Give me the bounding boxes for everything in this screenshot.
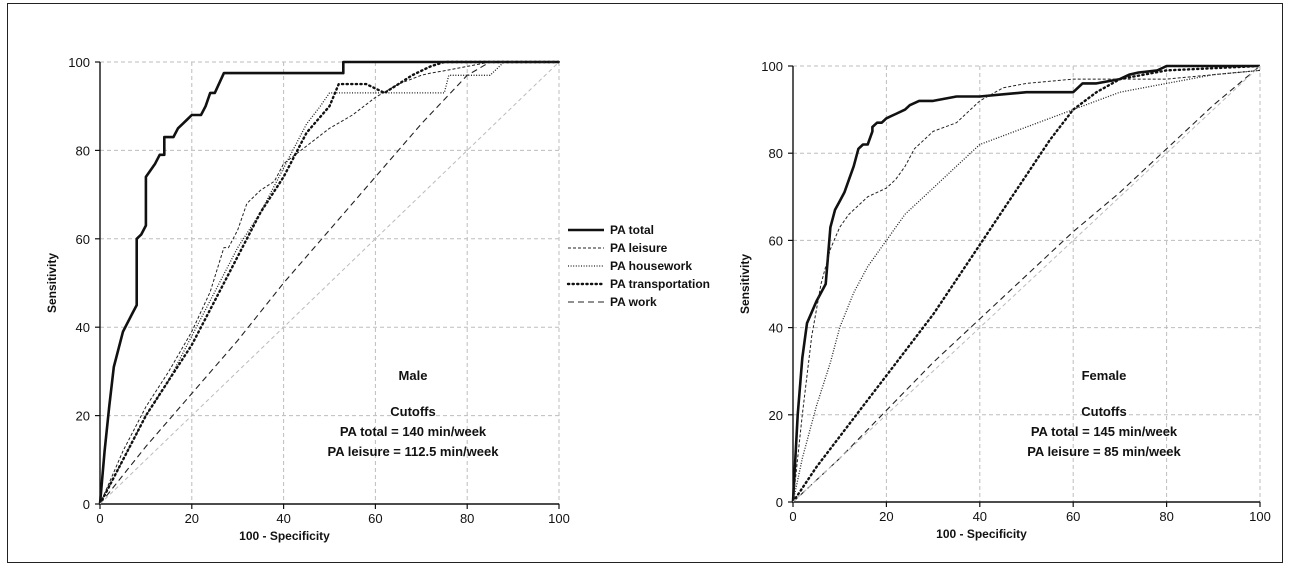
annotation-title: Female (1082, 368, 1127, 383)
x-tick-label: 100 (548, 511, 570, 526)
x-tick-label: 20 (879, 509, 893, 524)
series-line-housework (99, 61, 559, 505)
series-line-work (99, 61, 559, 505)
y-tick-label: 0 (83, 497, 90, 512)
annotation-cutoff-leisure: PA leisure = 85 min/week (1027, 444, 1181, 459)
series-line-total (791, 64, 1260, 503)
series-line-reference (99, 61, 560, 505)
annotation-cutoff-leisure: PA leisure = 112.5 min/week (328, 444, 500, 459)
series-line-work (792, 65, 1261, 503)
legend-label-total: PA total (610, 223, 654, 237)
x-tick-label: 60 (368, 511, 382, 526)
x-tick-label: 20 (185, 511, 199, 526)
legend-label-work: PA work (610, 295, 657, 309)
y-tick-label: 80 (76, 143, 90, 158)
y-tick-label: 100 (68, 55, 90, 70)
y-tick-label: 20 (76, 409, 90, 424)
y-tick-label: 20 (769, 408, 783, 423)
x-tick-label: 0 (96, 511, 103, 526)
annotation-cutoff-total: PA total = 140 min/week (340, 424, 487, 439)
legend-label-housework: PA housework (610, 259, 692, 273)
y-tick-label: 40 (769, 321, 783, 336)
series-line-leisure (99, 61, 559, 505)
legend: PA total PA leisure PA housework PA transpo… (566, 223, 710, 309)
y-tick-label: 0 (776, 495, 783, 510)
series-line-transport (98, 60, 561, 506)
x-tick-label: 60 (1066, 509, 1080, 524)
figure-frame (7, 3, 1283, 563)
y-tick-label: 40 (76, 320, 90, 335)
x-tick-label: 80 (1159, 509, 1173, 524)
annotation-title: Male (399, 368, 428, 383)
series-line-total (98, 60, 559, 505)
y-tick-label: 80 (769, 146, 783, 161)
x-tick-label: 80 (460, 511, 474, 526)
chart-panel-female: 0 20 40 60 80 100 0 20 40 60 80 100 100 - Specificit… (738, 59, 1271, 541)
chart-panel-male: 0 20 40 60 80 100 0 20 40 60 80 100 100 - Specificit… (45, 55, 570, 543)
y-tick-label: 100 (761, 59, 783, 74)
x-tick-label: 100 (1249, 509, 1271, 524)
y-axis-title: Sensitivity (45, 253, 59, 313)
series-line-housework (792, 69, 1261, 503)
annotation-cutoff-total: PA total = 145 min/week (1031, 424, 1178, 439)
legend-label-leisure: PA leisure (610, 241, 668, 255)
x-axis-title: 100 - Specificity (936, 527, 1027, 541)
legend-label-transport: PA transportation (610, 277, 710, 291)
series-line-leisure (792, 69, 1261, 503)
annotation-cutoffs-heading: Cutoffs (390, 404, 436, 419)
series-line-reference (792, 65, 1261, 503)
x-tick-label: 0 (789, 509, 796, 524)
x-axis-title: 100 - Specificity (239, 529, 330, 543)
x-tick-label: 40 (973, 509, 987, 524)
y-tick-label: 60 (76, 232, 90, 247)
y-axis-title: Sensitivity (738, 254, 752, 314)
y-tick-label: 60 (769, 233, 783, 248)
annotation-cutoffs-heading: Cutoffs (1081, 404, 1127, 419)
series-line-transport (791, 64, 1262, 504)
x-tick-label: 40 (276, 511, 290, 526)
